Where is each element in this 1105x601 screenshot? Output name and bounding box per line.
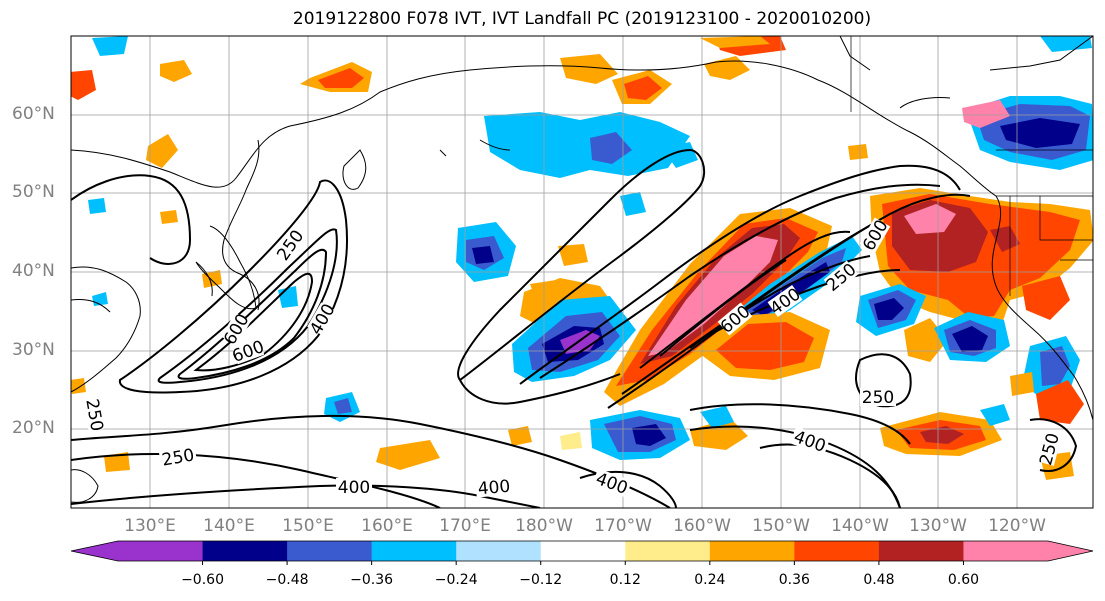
pc-patch-positive <box>848 144 868 160</box>
pc-patch-positive <box>716 322 814 370</box>
pc-patch-positive <box>71 70 96 100</box>
colorbar-tick-label: 0.60 <box>947 572 980 588</box>
map-frame <box>70 35 1094 509</box>
lat-label: 30°N <box>12 340 55 360</box>
lon-label: 180°W <box>515 516 573 536</box>
colorbar-tick-label: −0.60 <box>181 572 224 588</box>
colorbar-tick-label: 0.12 <box>609 572 641 588</box>
lon-label: 150°E <box>282 516 334 536</box>
pc-patch-positive <box>962 100 1010 128</box>
pc-patch-negative <box>484 112 690 178</box>
lon-label: 120°W <box>988 516 1046 536</box>
colorbar-tick-label: −0.12 <box>519 572 563 588</box>
colorbar-tick-label: −0.48 <box>265 572 309 588</box>
colorbar-swatch <box>963 541 1049 561</box>
pc-patch-positive <box>648 236 778 356</box>
pc-patch-negative <box>92 36 128 56</box>
pc-patch-positive <box>104 452 130 472</box>
pc-patch-positive <box>904 204 956 234</box>
pc-patch-positive <box>160 60 192 82</box>
pc-patch-positive <box>560 432 582 450</box>
colorbar-swatch <box>540 541 626 561</box>
pc-patch-positive <box>376 440 440 470</box>
colorbar-swatch <box>878 541 964 561</box>
colorbar-tick-label: 0.36 <box>778 572 810 588</box>
pc-patch-negative <box>1000 118 1080 148</box>
colorbar-tick-label: 0.24 <box>694 572 726 588</box>
pc-patch-negative <box>632 424 666 446</box>
lat-label: 20°N <box>12 418 55 438</box>
contour-label: 250 <box>860 388 896 408</box>
colorbar-swatch <box>371 541 457 561</box>
pc-patch-negative <box>874 298 904 320</box>
colorbar-extend-min <box>71 541 118 561</box>
pc-patch-negative <box>952 326 988 352</box>
pc-patch-negative <box>662 142 698 168</box>
pc-patch-positive <box>560 54 618 84</box>
svg-text:400: 400 <box>477 477 511 500</box>
lon-label: 140°E <box>203 516 255 536</box>
coastlines <box>71 36 1093 503</box>
pc-patch-negative <box>472 246 494 264</box>
pc-patch-positive <box>160 210 178 224</box>
map-gridlines <box>71 36 1093 508</box>
colorbar-tick-label: −0.24 <box>434 572 478 588</box>
pc-patch-positive <box>1010 372 1034 396</box>
pc-patch-positive <box>624 76 662 100</box>
lon-label: 130°W <box>909 516 967 536</box>
pc-patch-negative <box>334 398 352 414</box>
borders <box>850 36 1093 296</box>
contour-label: 400 <box>336 478 372 498</box>
pc-patch-negative <box>1040 346 1070 386</box>
colorbar-swatch <box>456 541 542 561</box>
colorbar-swatch <box>625 541 711 561</box>
pc-patch-positive <box>530 280 560 300</box>
lon-label: 160°E <box>361 516 413 536</box>
lon-label: 170°E <box>439 516 491 536</box>
colorbar-tick-label: 0.48 <box>863 572 895 588</box>
pc-patch-positive <box>146 134 178 168</box>
pc-patch-negative <box>1040 36 1092 52</box>
pc-patch-negative <box>700 406 734 428</box>
pc-patch-positive <box>318 68 364 88</box>
lat-label: 40°N <box>12 261 55 281</box>
pc-patch-negative <box>620 192 646 216</box>
pc-patch-positive <box>1036 380 1084 424</box>
lon-label: 160°W <box>673 516 731 536</box>
colorbar-swatch <box>794 541 880 561</box>
colorbar-swatch <box>709 541 795 561</box>
map-title: 2019122800 F078 IVT, IVT Landfall PC (20… <box>292 9 872 29</box>
pc-patch-positive <box>508 426 532 446</box>
pc-patch-negative <box>590 132 632 164</box>
colorbar-swatch <box>118 541 204 561</box>
lon-label: 130°E <box>124 516 176 536</box>
contour-label: 400 <box>592 468 632 499</box>
pc-patch-positive <box>920 426 964 444</box>
pc-patch-positive <box>558 244 588 266</box>
pc-patch-negative <box>88 198 106 214</box>
colorbar-outline <box>70 540 1094 562</box>
lon-label: 150°W <box>752 516 810 536</box>
contour-label: 400 <box>475 476 513 500</box>
colorbar-swatch <box>287 541 373 561</box>
svg-text:250: 250 <box>862 388 894 408</box>
pc-patch-positive <box>700 36 770 48</box>
colorbar-swatch <box>202 541 288 561</box>
lon-label: 170°W <box>594 516 652 536</box>
colorbar-tick-label: −0.36 <box>350 572 394 588</box>
lat-label: 50°N <box>12 182 55 202</box>
pc-patch-positive <box>1022 276 1070 320</box>
colorbar <box>70 540 1094 565</box>
lon-label: 140°W <box>831 516 889 536</box>
colorbar-extend-max <box>1048 541 1093 561</box>
lat-label: 60°N <box>12 104 55 124</box>
svg-text:400: 400 <box>338 478 370 498</box>
pc-patch-negative <box>980 404 1010 426</box>
